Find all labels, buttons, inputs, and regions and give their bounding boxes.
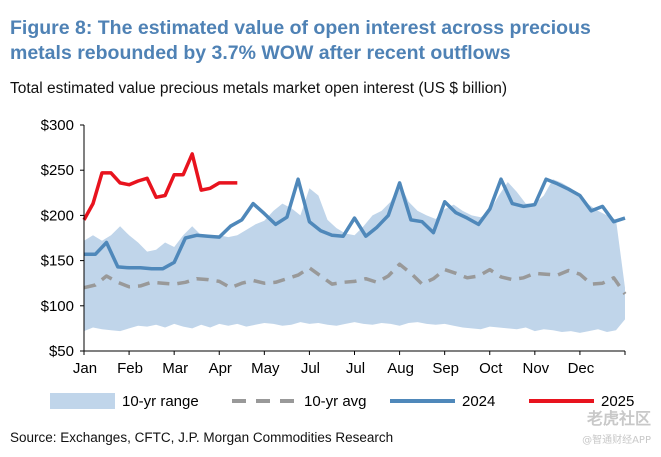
x-tick-label: Jan	[73, 360, 97, 377]
x-tick-label: Sep	[432, 360, 459, 377]
x-tick-label: Nov	[522, 360, 549, 377]
legend-range-label: 10-yr range	[122, 393, 199, 410]
series-2025-line	[82, 152, 238, 221]
x-tick-label: May	[251, 360, 280, 377]
y-tick-label: $50	[49, 343, 74, 360]
y-tick-label: $250	[41, 162, 74, 179]
range-band	[84, 179, 625, 333]
y-tick-label: $300	[41, 117, 74, 134]
y-tick-label: $200	[41, 207, 74, 224]
series-2024-line	[84, 177, 626, 271]
source-note: Source: Exchanges, CFTC, J.P. Morgan Com…	[10, 430, 394, 445]
chart-canvas: $50 $100 $150 $200 $250 $300 Jan Feb Mar Apr May Ju…	[41, 117, 635, 410]
x-tick-label: Feb	[117, 360, 143, 377]
x-tick-label: Apr	[209, 360, 232, 377]
watermark-main: 老虎社区	[586, 409, 651, 428]
watermark-sub: @智通财经APP	[582, 435, 651, 446]
legend-2024-label: 2024	[462, 393, 495, 410]
chart-subtitle: Total estimated value precious metals ma…	[10, 80, 508, 97]
watermark: 老虎社区 @智通财经APP	[582, 405, 651, 446]
legend-range-swatch	[50, 393, 115, 409]
legend-avg-label: 10-yr avg	[304, 393, 367, 410]
x-tick-label: Oct	[479, 360, 503, 377]
avg-line	[83, 262, 627, 296]
x-tick-label: Jul	[301, 360, 320, 377]
x-tick-label: Dec	[568, 360, 595, 377]
x-tick-label: Mar	[162, 360, 188, 377]
x-tick-label: Aug	[387, 360, 414, 377]
x-tick-label: Jul	[346, 360, 365, 377]
y-tick-label: $100	[41, 298, 74, 315]
chart-title: Figure 8: The estimated value of open in…	[10, 17, 591, 64]
legend-2025-label: 2025	[601, 393, 634, 410]
y-tick-label: $150	[41, 253, 74, 270]
